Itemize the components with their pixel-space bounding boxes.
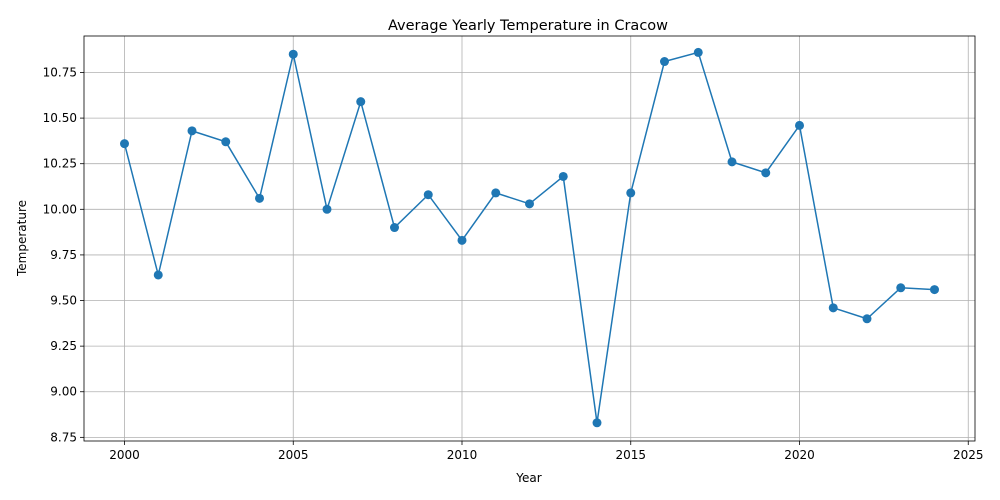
data-point [761,168,771,178]
data-point [120,139,129,149]
y-axis: 8.75 9.00 9.25 9.50 9.75 10.00 10.25 10.50 10.75 [43,65,84,444]
y-tick-label: 10.50 [43,111,77,125]
data-point [660,57,669,67]
y-tick-label: 10.25 [43,157,77,171]
data-points [120,47,939,428]
x-tick-label: 2000 [109,448,140,462]
series-line-layer [123,51,935,423]
x-tick-label: 2015 [615,448,646,462]
x-axis: 2000 2005 2010 2015 2020 2025 [109,441,984,462]
data-point [288,49,298,59]
data-point [862,314,872,324]
data-point [255,193,264,203]
y-tick-label: 9.50 [50,294,77,308]
y-tick-label: 9.00 [50,385,77,399]
y-tick-label: 8.75 [50,430,77,444]
y-tick-label: 9.75 [50,248,77,262]
data-point [896,283,906,293]
x-tick-label: 2020 [784,448,815,462]
series-line [123,51,935,423]
y-tick-label: 10.75 [43,65,77,79]
data-point [592,418,602,428]
x-tick-label: 2010 [447,448,478,462]
data-point [221,137,231,147]
data-point [525,199,534,209]
x-tick-label: 2025 [953,448,984,462]
grid [84,36,975,441]
data-point [390,223,399,233]
plot-frame [83,35,976,442]
data-point [828,303,838,313]
data-point [457,235,467,245]
data-point [558,171,568,181]
x-tick-label: 2005 [278,448,309,462]
x-axis-label: Year [515,471,541,485]
y-tick-label: 10.00 [43,202,77,216]
data-point [727,157,737,167]
y-axis-label: Temperature [15,200,29,277]
data-point [693,47,703,57]
data-point [930,285,939,295]
data-point [153,270,163,280]
data-point [356,97,366,107]
data-point [795,120,804,130]
chart-title: Average Yearly Temperature in Cracow [388,18,668,34]
data-point [322,204,332,214]
y-tick-label: 9.25 [50,339,77,353]
data-point [626,188,636,198]
data-point [491,188,501,198]
data-point [187,126,197,136]
data-point [423,190,433,200]
